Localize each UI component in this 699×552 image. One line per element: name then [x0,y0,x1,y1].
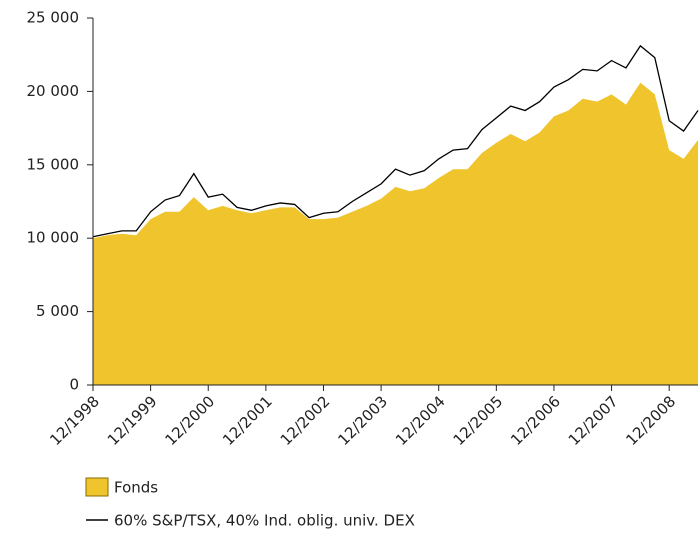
x-tick-label: 12/2008 [622,392,679,449]
x-tick-label: 12/2001 [219,392,276,449]
x-tick-label: 12/2003 [334,392,391,449]
x-tick-label: 12/1998 [46,392,103,449]
y-tick-label: 5 000 [36,302,79,320]
x-tick-label: 12/2007 [565,392,622,449]
y-tick-label: 25 000 [27,9,80,27]
y-tick-label: 15 000 [27,155,80,173]
legend-swatch [85,477,109,497]
legend-label: 60% S&P/TSX, 40% Ind. oblig. univ. DEX [114,512,415,530]
x-tick-label: 12/2004 [392,392,449,449]
line [92,44,699,238]
y-tick-label: 20 000 [27,82,80,100]
x-tick-label: 12/2000 [161,392,218,449]
x-tick-label: 12/2005 [450,392,507,449]
y-tick-label: 10 000 [27,229,80,247]
area [93,82,698,385]
x-tick-label: 12/2002 [277,392,334,449]
x-tick-label: 12/1999 [104,392,161,449]
x-tick-label: 12/2006 [507,392,564,449]
y-tick-label: 0 [69,376,79,394]
legend-label: Fonds [114,479,158,497]
